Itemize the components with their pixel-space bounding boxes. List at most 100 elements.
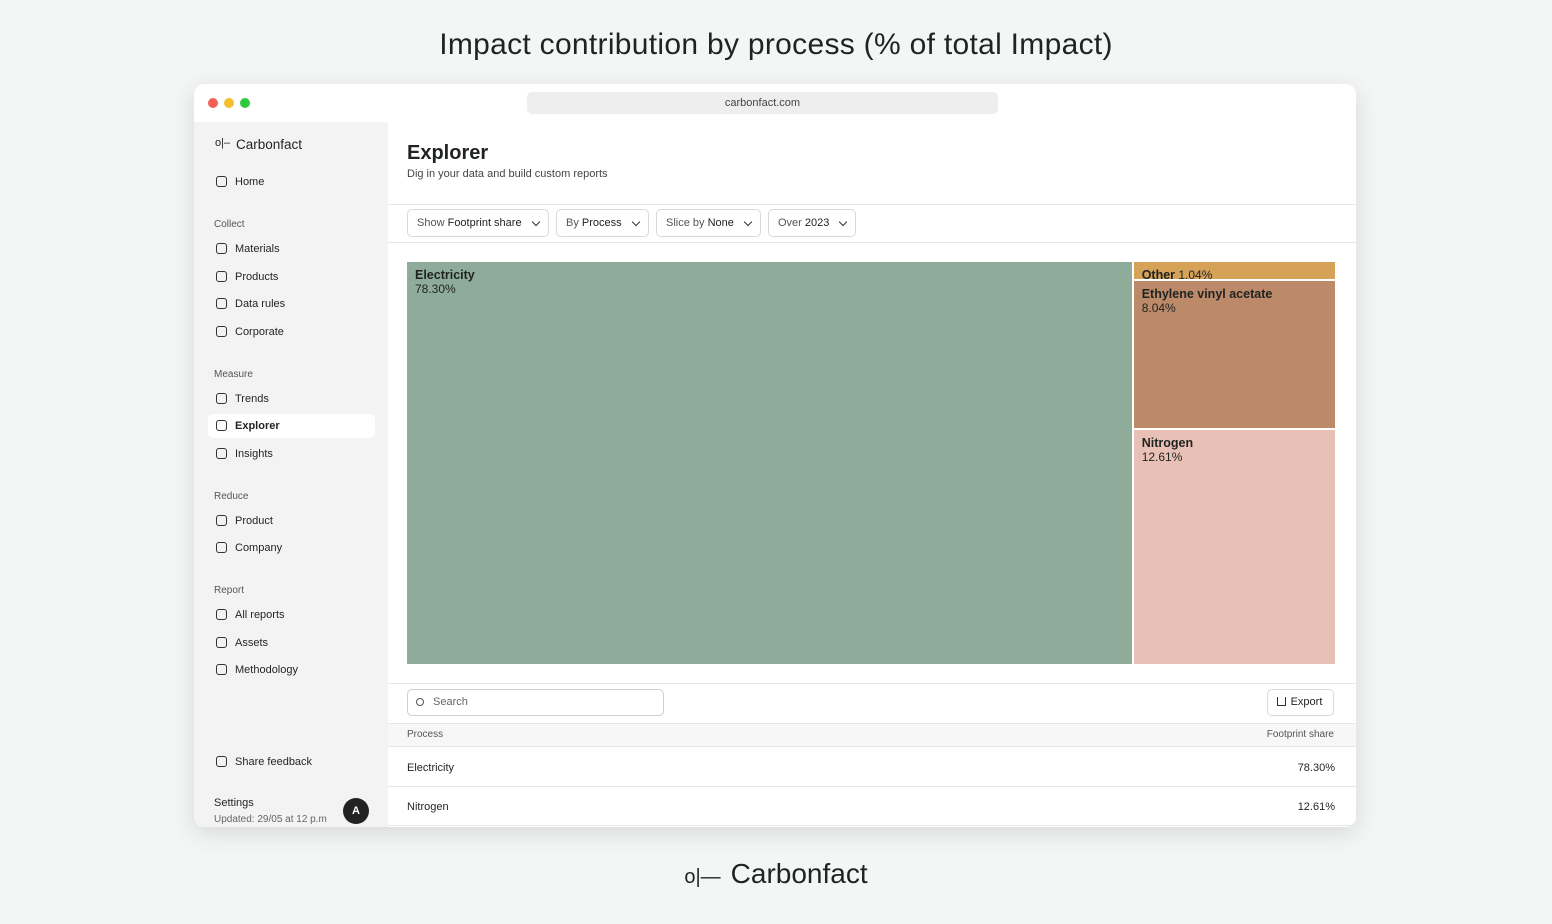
- column-header: Process: [407, 729, 444, 740]
- filter-button[interactable]: Slice by None: [656, 209, 761, 237]
- divider: [388, 204, 1356, 205]
- main: Explorer Dig in your data and build custo…: [388, 122, 1356, 827]
- nav-icon: [216, 298, 227, 309]
- nav-item[interactable]: Data rules: [208, 292, 375, 316]
- nav-label: Insights: [235, 447, 273, 460]
- cell-value: 78.30%: [415, 282, 456, 296]
- export-label: Export: [1290, 696, 1323, 708]
- section-heading: Measure: [214, 368, 253, 380]
- search-placeholder: Search: [433, 696, 468, 708]
- page-heading: Explorer: [407, 142, 489, 164]
- nav-item[interactable]: Methodology: [208, 658, 375, 682]
- filter-value: None: [707, 217, 734, 229]
- avatar[interactable]: A: [343, 798, 369, 824]
- divider: [388, 683, 1356, 684]
- nav-icon: [216, 447, 227, 459]
- search-icon: [416, 698, 424, 706]
- table-row[interactable]: [388, 787, 1356, 826]
- nav-icon: [216, 243, 227, 254]
- nav-icon: [216, 542, 227, 553]
- close-dot[interactable]: [208, 98, 218, 108]
- nav-item[interactable]: Insights: [208, 442, 375, 466]
- nav-label: Trends: [235, 392, 269, 405]
- cell-name: Other: [1141, 268, 1176, 280]
- page-title: Impact contribution by process (% of tot…: [439, 28, 1113, 61]
- filter-value: 2023: [804, 217, 830, 229]
- nav-label: Materials: [235, 243, 280, 255]
- nav-item[interactable]: Share feedback: [208, 750, 375, 774]
- brand: Carbonfact: [236, 137, 303, 152]
- cell-value: 8.04%: [1141, 301, 1176, 316]
- page-subtitle: Dig in your data and build custom report…: [407, 168, 608, 180]
- filter-button[interactable]: Over 2023: [768, 209, 857, 237]
- chevron: [631, 217, 640, 227]
- section-heading: Report: [214, 585, 245, 596]
- nav-label: Share feedback: [235, 756, 313, 768]
- nav-item[interactable]: Company: [208, 536, 375, 560]
- export-button[interactable]: Export: [1267, 689, 1334, 716]
- filter-label: By: [566, 217, 579, 229]
- filter-value: Footprint share: [447, 217, 522, 229]
- nav-label: Explorer: [235, 420, 280, 432]
- nav-label: Product: [235, 514, 273, 527]
- zoom-dot[interactable]: [240, 98, 250, 108]
- cell-process: Nitrogen: [407, 801, 449, 813]
- filter-label: Show: [417, 217, 445, 229]
- nav-item[interactable]: Explorer: [208, 414, 375, 438]
- cell-name: Electricity: [415, 268, 475, 282]
- chevron: [531, 217, 540, 227]
- treemap-cell[interactable]: Nitrogen 12.61%: [1133, 430, 1335, 664]
- nav-label: Home: [235, 176, 265, 188]
- sidebar: Carbonfact o|– Home Collect Materials Product…: [194, 122, 388, 827]
- table-header: [388, 723, 1356, 747]
- cell-name: Nitrogen: [1141, 436, 1194, 451]
- nav-label: Assets: [235, 636, 269, 649]
- nav-label: Corporate: [235, 325, 284, 338]
- nav-icon: [216, 176, 227, 187]
- filter-value: Process: [581, 217, 622, 229]
- filter-button[interactable]: Show Footprint share: [407, 209, 549, 237]
- treemap-cell[interactable]: Other 1.04%: [1133, 262, 1335, 280]
- treemap-cell[interactable]: Electricity 78.30%: [407, 262, 1132, 664]
- settings[interactable]: Settings: [214, 797, 254, 809]
- nav-item[interactable]: Products: [208, 265, 375, 289]
- nav-icon: [216, 756, 227, 767]
- nav-label: Methodology: [235, 664, 298, 676]
- section-heading: Reduce: [214, 490, 249, 502]
- browser-window: carbonfact.com Carbonfact o|– Home Collect M…: [194, 84, 1356, 827]
- section-heading: Collect: [214, 219, 245, 230]
- cell-value: 12.61%: [1141, 450, 1183, 465]
- nav-icon: [216, 270, 227, 282]
- nav-label: Data rules: [235, 298, 286, 310]
- nav-item[interactable]: Materials: [208, 237, 375, 261]
- url-bar[interactable]: carbonfact.com: [527, 92, 998, 114]
- updated: Updated: 29/05 at 12 p.m: [214, 814, 327, 825]
- chevron: [839, 217, 848, 227]
- table-row[interactable]: [388, 748, 1356, 787]
- cell-share: 12.61%: [1297, 801, 1335, 813]
- column-header: Footprint share: [1266, 729, 1334, 740]
- search-box[interactable]: Search: [407, 689, 664, 716]
- nav-item[interactable]: Assets: [208, 631, 375, 655]
- export-icon: [1277, 697, 1286, 706]
- nav-icon: [216, 636, 227, 648]
- nav-icon: [216, 392, 227, 404]
- filter-label: Slice by: [666, 217, 705, 229]
- nav-icon: [216, 609, 227, 620]
- filter-label: Over: [778, 217, 802, 229]
- nav-icon: [216, 325, 227, 337]
- footer-brand: o|— Carbonfact: [684, 858, 868, 889]
- nav-icon: [216, 514, 227, 526]
- filter-button[interactable]: By Process: [556, 209, 649, 237]
- nav-item[interactable]: All reports: [208, 603, 375, 627]
- treemap-cell[interactable]: Ethylene vinyl acetate 8.04%: [1133, 281, 1335, 429]
- cell-share: 78.30%: [1297, 762, 1335, 774]
- divider: [388, 242, 1356, 243]
- nav-item[interactable]: Trends: [208, 387, 375, 411]
- minimize-dot[interactable]: [224, 98, 234, 108]
- nav-item[interactable]: Corporate: [208, 320, 375, 344]
- nav-item[interactable]: Home: [208, 170, 375, 194]
- nav-item[interactable]: Product: [208, 509, 375, 533]
- chevron: [743, 217, 753, 227]
